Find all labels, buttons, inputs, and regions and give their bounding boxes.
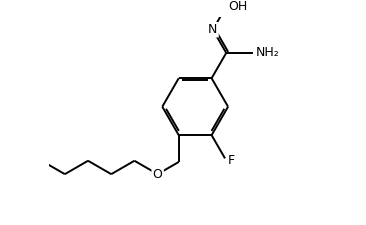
- Text: N: N: [208, 23, 217, 36]
- Text: NH₂: NH₂: [255, 46, 279, 59]
- Text: O: O: [153, 168, 163, 181]
- Text: F: F: [227, 154, 235, 167]
- Text: OH: OH: [229, 0, 248, 13]
